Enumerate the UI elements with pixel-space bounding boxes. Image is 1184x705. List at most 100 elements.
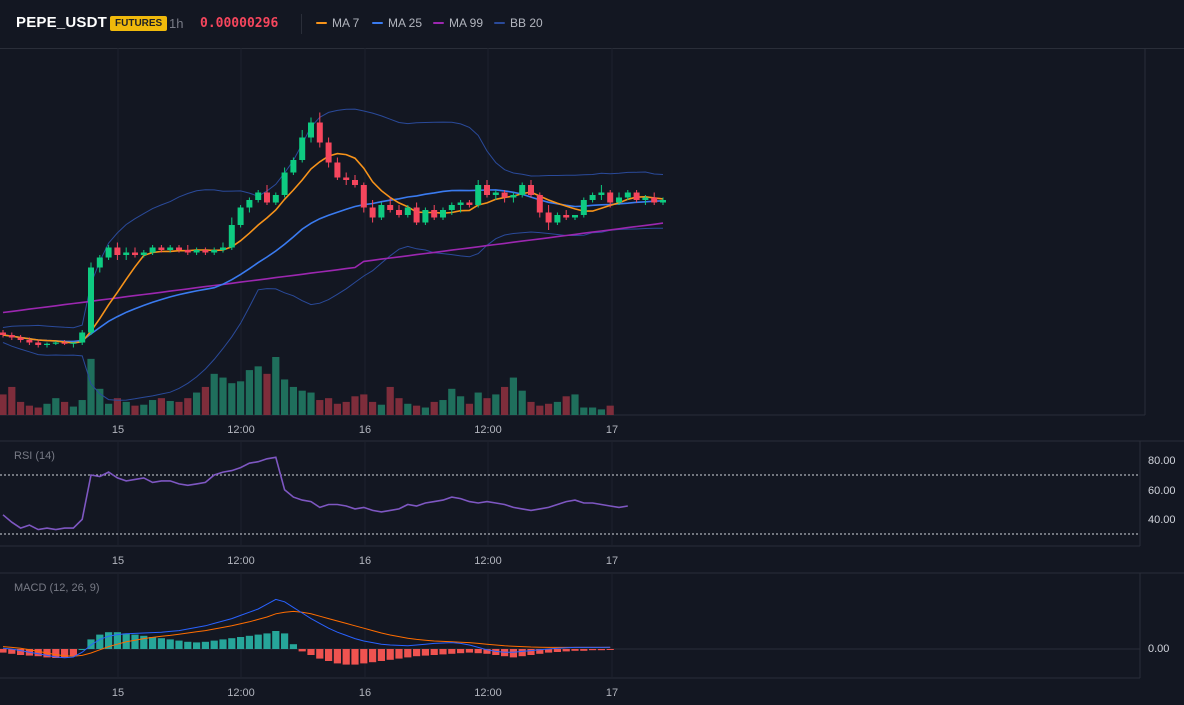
macd-hist-bar	[157, 638, 165, 649]
bb20-swatch	[494, 22, 505, 24]
symbol-name[interactable]: PEPE_USDT	[16, 14, 107, 31]
legend-ma25[interactable]: MA 25	[372, 16, 422, 30]
volume-bar	[580, 407, 588, 415]
candle-body	[387, 205, 394, 210]
macd-hist-bar	[298, 649, 306, 652]
macd-hist-bar	[562, 649, 570, 652]
macd-hist-bar	[96, 634, 104, 649]
candle-body	[501, 192, 508, 198]
macd-hist-bar	[245, 635, 253, 649]
candle-body	[44, 343, 50, 345]
rsi-grid	[117, 441, 613, 546]
macd-hist-bar	[316, 649, 324, 659]
volume-bar	[351, 396, 359, 415]
candle-body	[589, 195, 596, 200]
macd-time-axis: 15 12:00 16 12:00 17	[112, 687, 618, 699]
macd-hist-bar	[395, 649, 403, 659]
volume-bar	[34, 407, 42, 415]
candle-body	[246, 200, 253, 208]
candle-body	[0, 332, 6, 335]
legend-bb20[interactable]: BB 20	[494, 16, 543, 30]
volume-bar	[430, 401, 438, 415]
rsi-series-line	[2, 456, 628, 531]
macd-hist-bar	[580, 649, 588, 651]
macd-hist-bar	[589, 649, 597, 651]
candle-body	[52, 342, 59, 344]
volume-bar	[360, 394, 368, 415]
candle-body	[8, 335, 15, 338]
volume-bar	[228, 383, 236, 415]
macd-hist-bar	[386, 649, 394, 660]
candle-body	[88, 267, 94, 333]
volume-bar	[333, 403, 341, 415]
candle-body	[352, 180, 358, 185]
legend-ma99[interactable]: MA 99	[433, 16, 483, 30]
volume-bar	[43, 403, 51, 415]
rsi-time-axis: 15 12:00 16 12:00 17	[112, 555, 618, 567]
candle-body	[440, 210, 446, 218]
candle-body	[237, 207, 244, 225]
volume-bar	[245, 370, 253, 415]
volume-bar	[122, 401, 130, 415]
legend-ma7[interactable]: MA 7	[316, 16, 359, 30]
macd-hist-bar	[430, 649, 438, 655]
volume-bar	[369, 401, 377, 415]
main-x-tick-label: 12:00	[227, 424, 255, 436]
macd-hist-bar	[342, 649, 350, 665]
candle-body	[660, 200, 666, 203]
main-x-tick-label: 12:00	[474, 424, 502, 436]
candle-body	[492, 192, 499, 195]
macd-signal-line	[2, 610, 611, 657]
candle-body	[519, 185, 526, 195]
candle-body	[378, 205, 385, 218]
rsi-x-tick-label: 12:00	[227, 555, 255, 567]
volume-bar	[316, 400, 324, 415]
ma25-swatch	[372, 22, 383, 24]
macd-hist-bar	[492, 649, 500, 655]
rsi-x-tick-label: 16	[359, 555, 371, 567]
volume-bar	[166, 400, 174, 415]
timeframe-label[interactable]: 1h	[169, 16, 184, 31]
macd-hist-bar	[131, 634, 139, 649]
candle-body	[114, 247, 121, 255]
candle-body	[484, 185, 490, 195]
candle-body	[633, 192, 640, 200]
macd-hist-bar	[122, 633, 130, 649]
macd-x-tick-label: 12:00	[474, 687, 502, 699]
candle-body	[264, 192, 270, 203]
ma7-swatch	[316, 22, 327, 24]
volume-bar	[404, 403, 412, 415]
ma7-label: MA 7	[332, 16, 360, 30]
macd-hist-bar	[140, 635, 148, 649]
volume-bar	[553, 401, 561, 415]
bb-lower-line	[2, 227, 664, 401]
candle-body	[598, 192, 605, 195]
volume-bar	[25, 405, 33, 415]
candle-body	[105, 247, 112, 258]
candle-body	[413, 207, 420, 223]
candle-body	[475, 185, 482, 205]
candle-body	[396, 210, 402, 215]
volume-bar	[210, 373, 218, 415]
volume-bar	[78, 400, 86, 415]
macd-hist-bar	[17, 649, 25, 655]
volume-bar	[52, 398, 60, 415]
candle-body	[343, 177, 350, 180]
candle-body	[167, 247, 174, 250]
macd-pane: MACD (12, 26, 9) 0.00	[0, 572, 1184, 679]
volume-bar	[113, 398, 121, 415]
macd-hist-bar	[52, 649, 60, 658]
volume-bar	[342, 401, 350, 415]
rsi-x-tick-label: 17	[606, 555, 618, 567]
bb-upper-line	[2, 108, 664, 329]
volume-bar	[201, 386, 209, 415]
volume-bar	[184, 398, 192, 415]
macd-x-tick-label: 17	[606, 687, 618, 699]
candle-body	[158, 247, 165, 250]
candle-body	[96, 257, 103, 268]
macd-main-line	[2, 598, 611, 659]
moving-averages	[2, 152, 664, 344]
macd-hist-bar	[553, 649, 561, 652]
macd-x-tick-label: 16	[359, 687, 371, 699]
